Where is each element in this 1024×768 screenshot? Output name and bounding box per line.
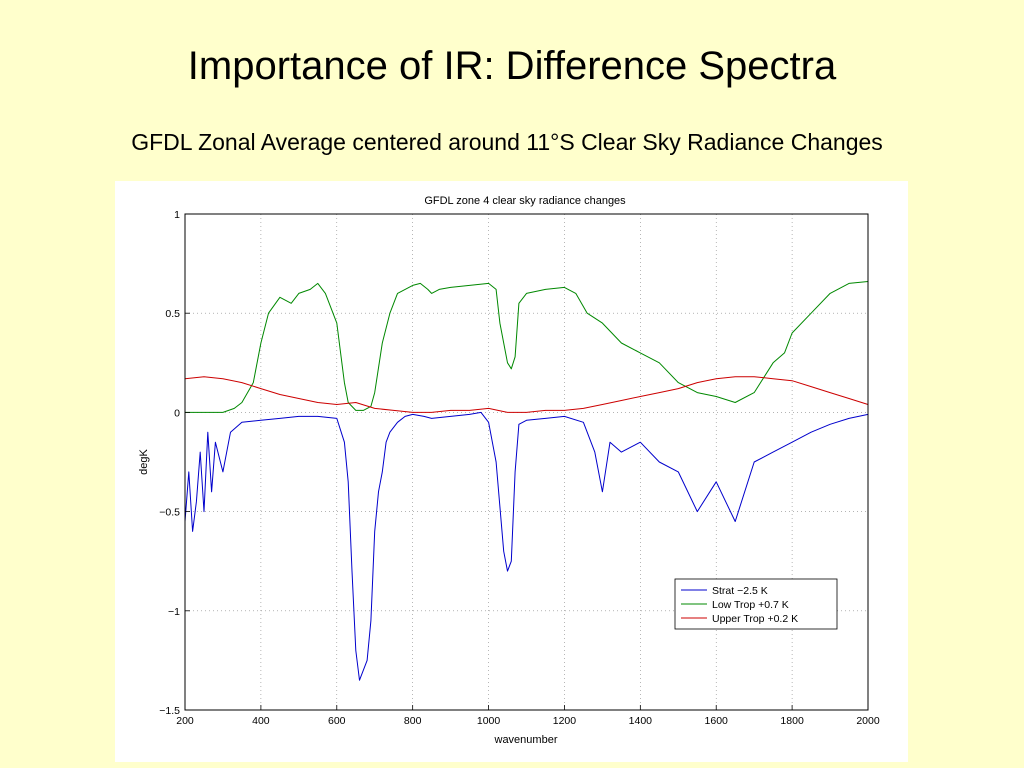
x-tick-label: 600 xyxy=(328,715,346,727)
x-tick-label: 1600 xyxy=(705,715,729,727)
series-line-1 xyxy=(184,411,869,681)
grid-lines xyxy=(185,214,868,710)
axis-ticks: 200 400 600 800 1000 1200 1400 1600 1800 2000 1 0.5… xyxy=(159,209,880,727)
x-tick-label: 1800 xyxy=(780,715,804,727)
x-tick-label: 800 xyxy=(404,715,422,727)
series-line-3 xyxy=(184,376,869,413)
y-tick-label: 0.5 xyxy=(165,308,180,320)
x-tick-label: 1400 xyxy=(629,715,653,727)
series-line-2 xyxy=(185,281,869,413)
x-tick-label: 200 xyxy=(176,715,194,727)
chart-title: GFDL zone 4 clear sky radiance changes xyxy=(424,195,626,207)
x-tick-label: 1000 xyxy=(477,715,501,727)
y-axis-label: degK xyxy=(138,448,150,474)
chart-figure: GFDL zone 4 clear sky radiance changes 2… xyxy=(115,181,908,762)
y-tick-label: 0 xyxy=(174,407,180,419)
y-tick-label: 1 xyxy=(174,209,180,221)
x-axis-label: wavenumber xyxy=(494,734,558,746)
y-tick-label: −1 xyxy=(168,606,180,618)
legend-label: Low Trop +0.7 K xyxy=(712,599,789,611)
y-tick-label: −1.5 xyxy=(159,705,180,717)
series-lines xyxy=(184,281,869,681)
slide-subtitle: GFDL Zonal Average centered around 11°S … xyxy=(131,129,883,155)
x-tick-label: 400 xyxy=(252,715,270,727)
slide-title: Importance of IR: Difference Spectra xyxy=(187,44,837,88)
x-tick-label: 1200 xyxy=(553,715,577,727)
chart-legend: Strat −2.5 K Low Trop +0.7 K Upper Trop +0… xyxy=(674,578,838,630)
legend-label: Strat −2.5 K xyxy=(712,585,768,597)
plot-frame xyxy=(184,213,869,711)
legend-label: Upper Trop +0.2 K xyxy=(712,613,798,625)
y-tick-label: −0.5 xyxy=(159,507,180,519)
chart-svg: GFDL zone 4 clear sky radiance changes 2… xyxy=(115,181,908,762)
x-tick-label: 2000 xyxy=(856,715,880,727)
